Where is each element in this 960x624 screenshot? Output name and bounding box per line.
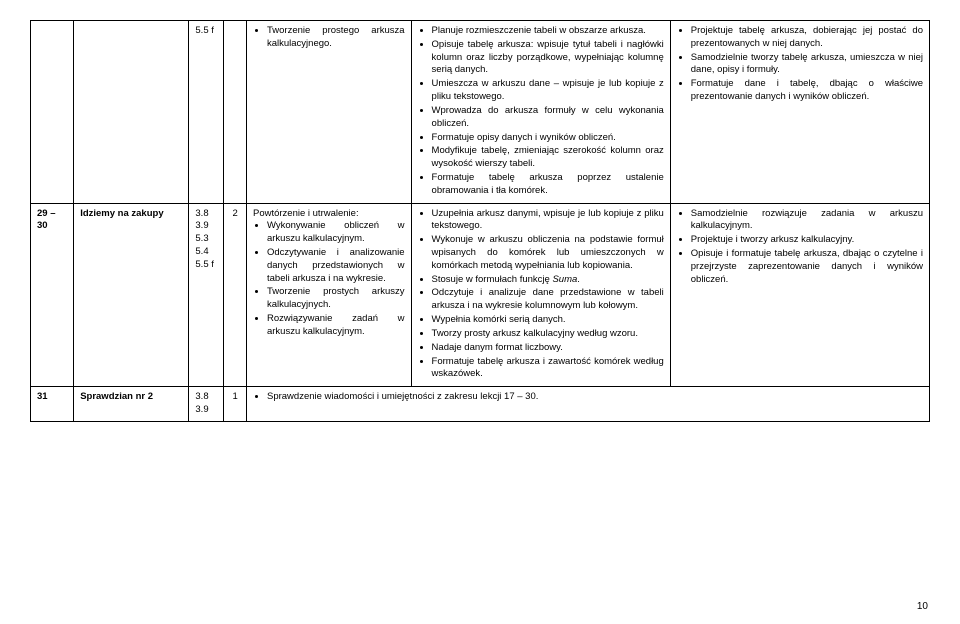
list-item: Projektuje i tworzy arkusz kalkulacyjny.	[691, 234, 923, 247]
list-item: Projektuje tabelę arkusza, dobierając je…	[691, 25, 923, 51]
list-item: Samodzielnie tworzy tabelę arkusza, umie…	[691, 52, 923, 78]
lead-text: Powtórzenie i utrwalenie:	[253, 208, 405, 221]
col2-cell: Planuje rozmieszczenie tabeli w obszarze…	[411, 21, 670, 204]
list-item: Nadaje danym format liczbowy.	[432, 342, 664, 355]
list-item: Sprawdzenie wiadomości i umiejętności z …	[267, 391, 923, 404]
curriculum-table: 5.5 f Tworzenie prostego arkusza kalkulac…	[30, 20, 930, 422]
lesson-number: 31	[31, 387, 74, 422]
col2-cell: Uzupełnia arkusz danymi, wpisuje je lub …	[411, 203, 670, 387]
list-item: Formatuje tabelę arkusza poprzez ustalen…	[432, 172, 664, 198]
list-item: Wypełnia komórki serią danych.	[432, 314, 664, 327]
lesson-topic: Sprawdzian nr 2	[74, 387, 189, 422]
list-item: Wykonuje w arkuszu obliczenia na podstaw…	[432, 234, 664, 272]
list-item: Opisuje i formatuje tabelę arkusza, dbaj…	[691, 248, 923, 286]
hours: 2	[224, 203, 247, 387]
table-row: 29 – 30Idziemy na zakupy3.83.95.35.45.5 …	[31, 203, 930, 387]
list-item: Rozwiązywanie zadań w arkuszu kalkulacyj…	[267, 313, 405, 339]
lesson-topic	[74, 21, 189, 204]
list-item: Modyfikuje tabelę, zmieniając szerokość …	[432, 145, 664, 171]
list-item: Uzupełnia arkusz danymi, wpisuje je lub …	[432, 208, 664, 234]
col1-cell: Tworzenie prostego arkusza kalkulacyjneg…	[246, 21, 411, 204]
list-item: Umieszcza w arkuszu dane – wpisuje je lu…	[432, 78, 664, 104]
list-item: Odczytuje i analizuje dane przedstawione…	[432, 287, 664, 313]
reference-codes: 5.5 f	[189, 21, 224, 204]
list-item: Wprowadza do arkusza formuły w celu wyko…	[432, 105, 664, 131]
list-item: Odczytywanie i analizowanie danych przed…	[267, 247, 405, 285]
list-item: Samodzielnie rozwiązuje zadania w arkusz…	[691, 208, 923, 234]
list-item: Wykonywanie obliczeń w arkuszu kalkulacy…	[267, 220, 405, 246]
hours	[224, 21, 247, 204]
reference-codes: 3.83.95.35.45.5 f	[189, 203, 224, 387]
col3-cell: Projektuje tabelę arkusza, dobierając je…	[670, 21, 929, 204]
list-item: Opisuje tabelę arkusza: wpisuje tytuł ta…	[432, 39, 664, 77]
table-row: 5.5 f Tworzenie prostego arkusza kalkulac…	[31, 21, 930, 204]
list-item: Formatuje opisy danych i wyników oblicze…	[432, 132, 664, 145]
list-item: Tworzenie prostych arkuszy kalkulacyjnyc…	[267, 286, 405, 312]
lesson-topic: Idziemy na zakupy	[74, 203, 189, 387]
col3-cell: Samodzielnie rozwiązuje zadania w arkusz…	[670, 203, 929, 387]
list-item: Formatuje dane i tabelę, dbając o właści…	[691, 78, 923, 104]
list-item: Planuje rozmieszczenie tabeli w obszarze…	[432, 25, 664, 38]
table-row: 31Sprawdzian nr 23.83.91 Sprawdzenie wiad…	[31, 387, 930, 422]
page-number: 10	[917, 601, 928, 612]
reference-codes: 3.83.9	[189, 387, 224, 422]
list-item: Stosuje w formułach funkcję Suma.	[432, 274, 664, 287]
col1-cell: Powtórzenie i utrwalenie:Wykonywanie obl…	[246, 203, 411, 387]
lesson-number	[31, 21, 74, 204]
hours: 1	[224, 387, 247, 422]
lesson-number: 29 – 30	[31, 203, 74, 387]
list-item: Tworzy prosty arkusz kalkulacyjny według…	[432, 328, 664, 341]
list-item: Formatuje tabelę arkusza i zawartość kom…	[432, 356, 664, 382]
list-item: Tworzenie prostego arkusza kalkulacyjneg…	[267, 25, 405, 51]
full-span-cell: Sprawdzenie wiadomości i umiejętności z …	[246, 387, 929, 422]
